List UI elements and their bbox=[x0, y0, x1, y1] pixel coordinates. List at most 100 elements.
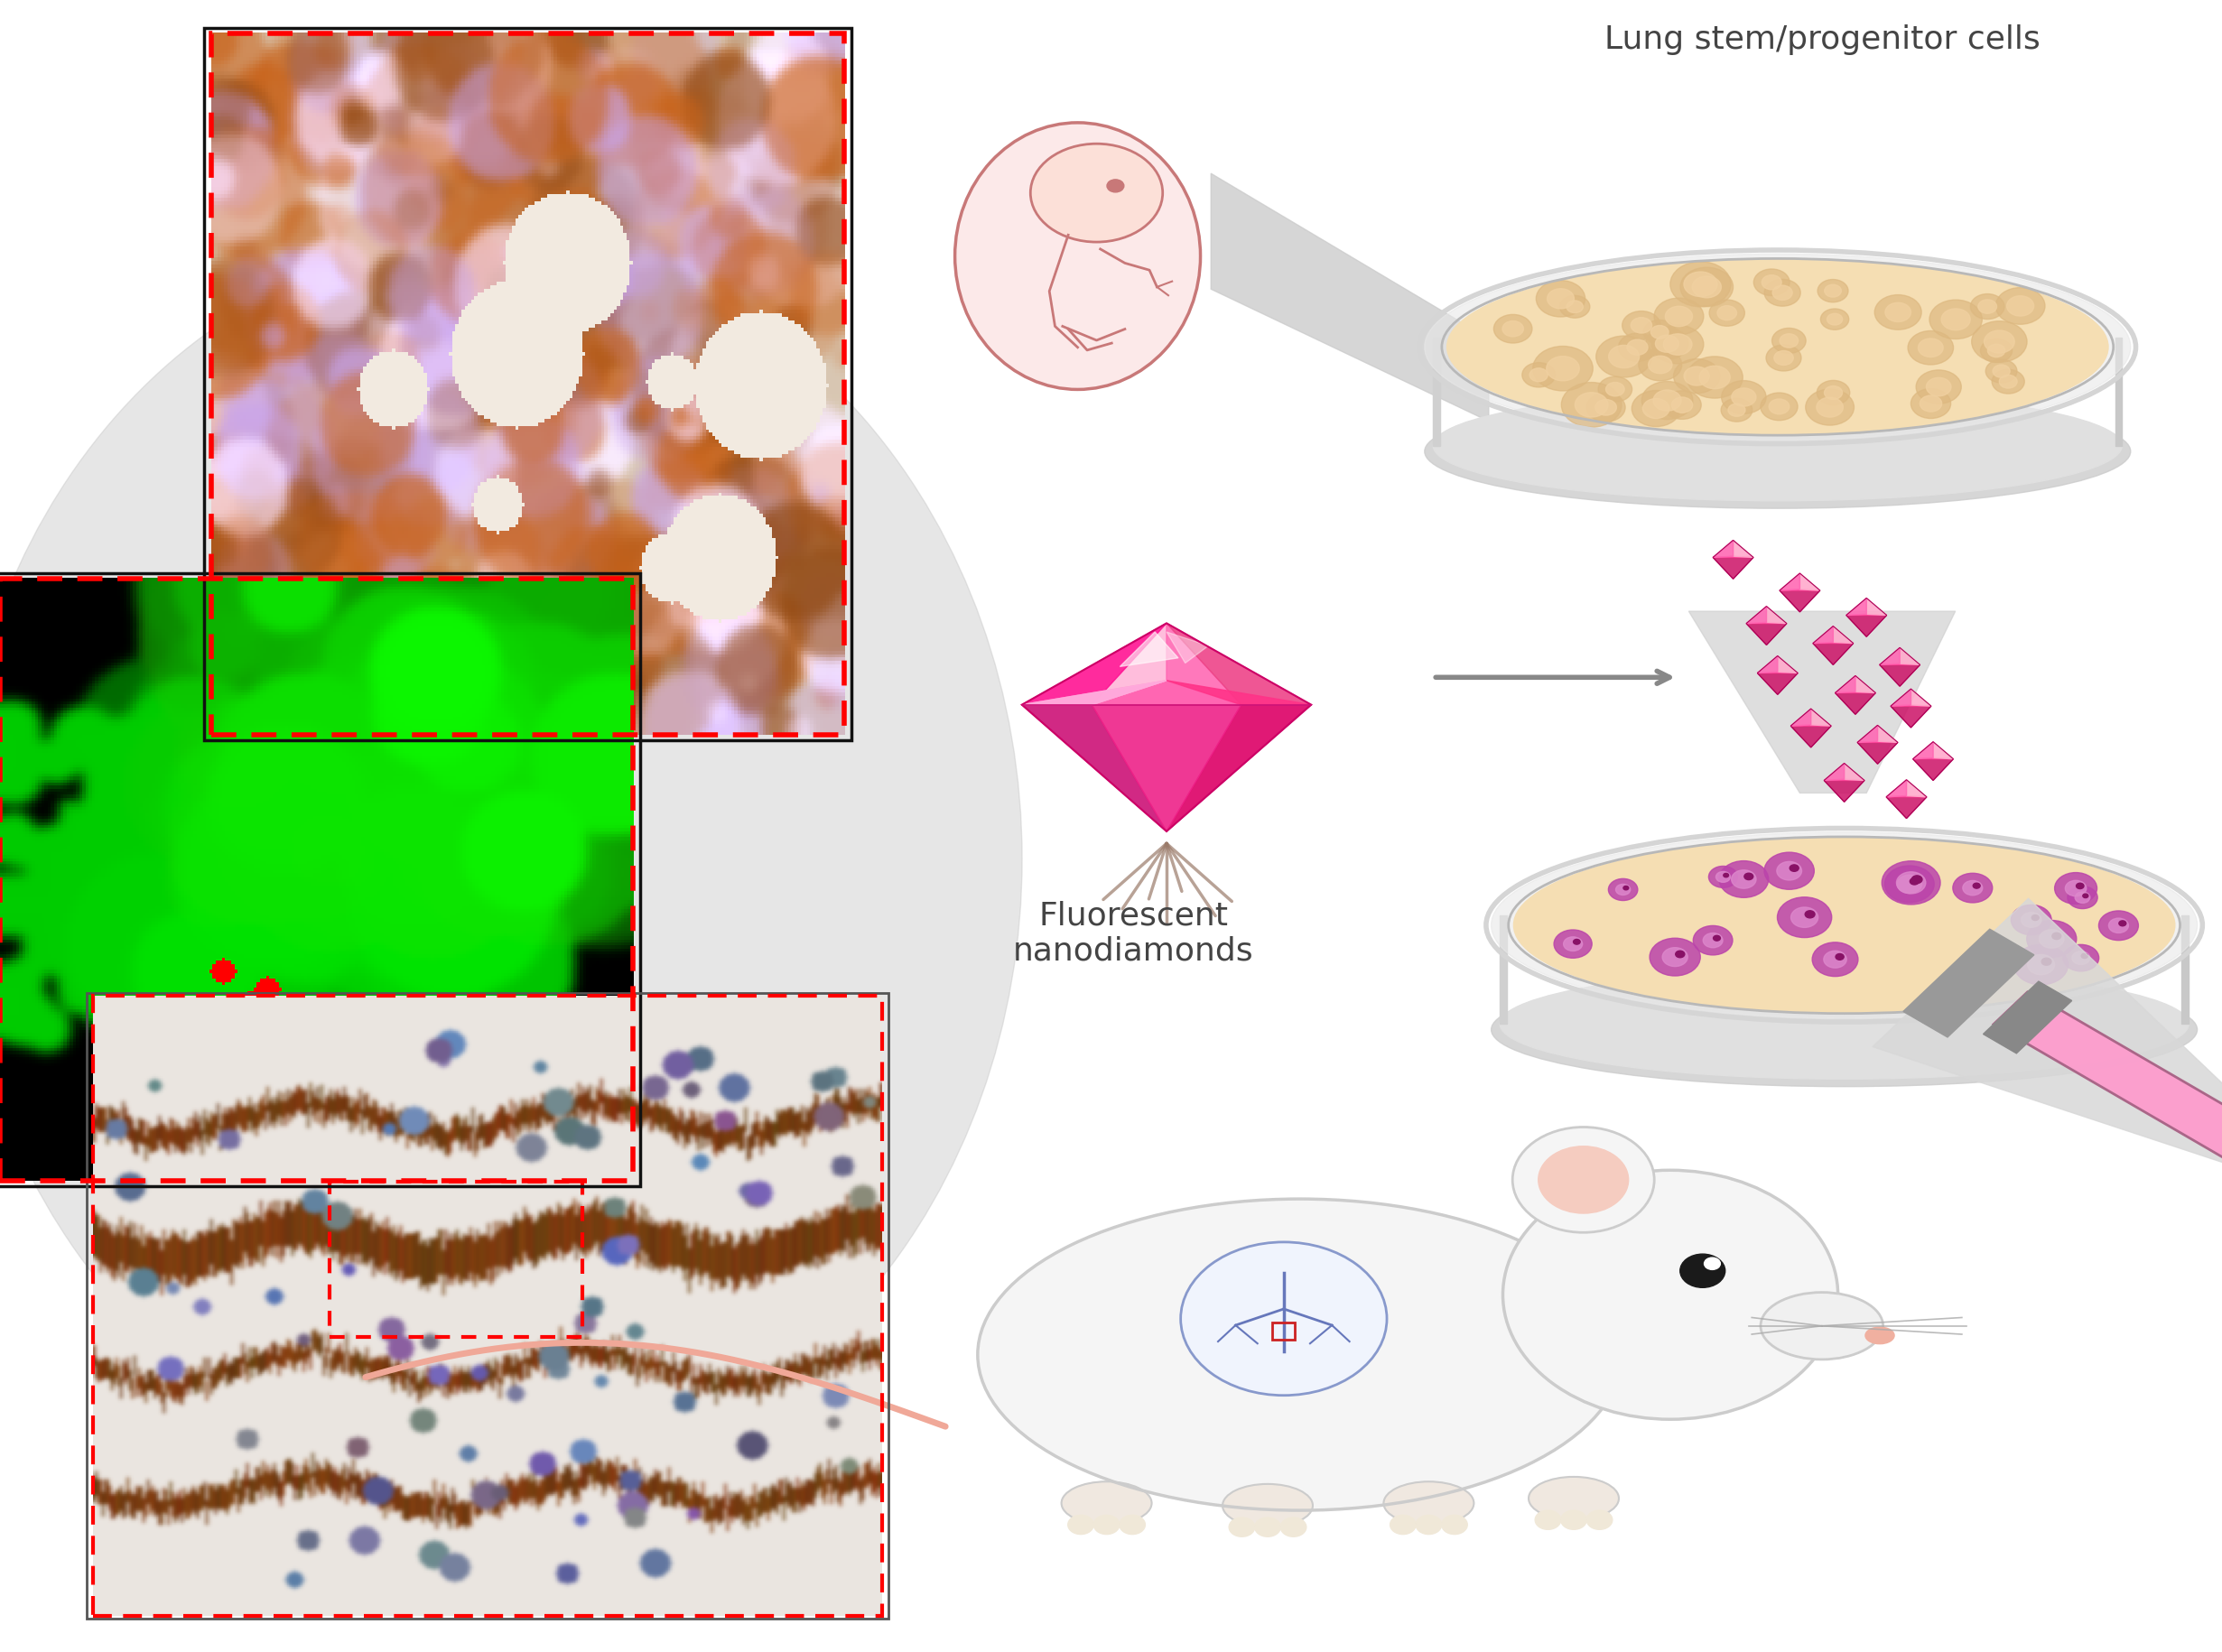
Ellipse shape bbox=[1500, 968, 2189, 1079]
Bar bbox=[329, 1183, 582, 1336]
Circle shape bbox=[2022, 912, 2042, 927]
Ellipse shape bbox=[1424, 395, 2131, 509]
Circle shape bbox=[1909, 330, 1953, 365]
Circle shape bbox=[1547, 289, 1573, 309]
Circle shape bbox=[1986, 360, 2018, 383]
Circle shape bbox=[1280, 1518, 1307, 1536]
Circle shape bbox=[1653, 297, 1704, 335]
Ellipse shape bbox=[1384, 1482, 1473, 1525]
Polygon shape bbox=[1791, 725, 1831, 747]
Polygon shape bbox=[1911, 689, 1931, 705]
Circle shape bbox=[1813, 942, 1858, 976]
Polygon shape bbox=[1433, 337, 1440, 446]
Circle shape bbox=[1771, 329, 1806, 354]
Circle shape bbox=[1615, 884, 1631, 895]
Circle shape bbox=[2082, 894, 2089, 897]
Ellipse shape bbox=[955, 122, 1200, 390]
Circle shape bbox=[1991, 370, 2024, 393]
Polygon shape bbox=[1835, 692, 1875, 714]
Circle shape bbox=[1720, 861, 1769, 897]
Circle shape bbox=[1911, 388, 1951, 418]
Circle shape bbox=[1824, 387, 1842, 400]
Circle shape bbox=[1631, 390, 1680, 426]
Polygon shape bbox=[1933, 742, 1953, 758]
Polygon shape bbox=[1746, 623, 1786, 644]
Ellipse shape bbox=[0, 240, 1022, 1479]
Circle shape bbox=[1562, 382, 1622, 428]
Circle shape bbox=[1567, 301, 1582, 312]
Circle shape bbox=[2075, 884, 2084, 889]
Polygon shape bbox=[1022, 705, 1167, 831]
Circle shape bbox=[1653, 390, 1682, 411]
Circle shape bbox=[1671, 396, 1693, 413]
Circle shape bbox=[1718, 306, 1738, 320]
Polygon shape bbox=[1906, 780, 1926, 796]
Circle shape bbox=[1120, 1515, 1144, 1535]
Ellipse shape bbox=[1513, 838, 2175, 1013]
Circle shape bbox=[1624, 885, 1629, 890]
Circle shape bbox=[1918, 339, 1944, 357]
Circle shape bbox=[2031, 915, 2040, 920]
Circle shape bbox=[1598, 377, 1631, 401]
Polygon shape bbox=[1689, 611, 1955, 793]
Ellipse shape bbox=[1451, 261, 2104, 433]
Circle shape bbox=[1731, 388, 1755, 406]
Circle shape bbox=[1538, 1146, 1629, 1213]
Polygon shape bbox=[1913, 758, 1953, 780]
Circle shape bbox=[1978, 299, 1998, 314]
Circle shape bbox=[1942, 309, 1971, 330]
Circle shape bbox=[1587, 1510, 1613, 1530]
Circle shape bbox=[1680, 1254, 1724, 1287]
Circle shape bbox=[1627, 340, 1649, 355]
Circle shape bbox=[2053, 933, 2062, 940]
Polygon shape bbox=[2115, 337, 2122, 446]
Circle shape bbox=[1573, 940, 1580, 945]
Polygon shape bbox=[1091, 623, 1167, 705]
Circle shape bbox=[1971, 294, 2004, 319]
Circle shape bbox=[2062, 945, 2100, 971]
Circle shape bbox=[1704, 1257, 1720, 1270]
Circle shape bbox=[1649, 938, 1700, 976]
Circle shape bbox=[1547, 357, 1580, 382]
Circle shape bbox=[2064, 881, 2086, 895]
Circle shape bbox=[1953, 874, 1993, 902]
Circle shape bbox=[1915, 370, 1962, 403]
Polygon shape bbox=[1022, 681, 1167, 705]
Circle shape bbox=[1671, 261, 1731, 307]
Circle shape bbox=[1535, 1510, 1560, 1530]
Circle shape bbox=[1753, 269, 1789, 296]
Polygon shape bbox=[1846, 615, 1886, 636]
Ellipse shape bbox=[1433, 390, 2122, 501]
Circle shape bbox=[1638, 349, 1682, 380]
Polygon shape bbox=[1913, 742, 1933, 758]
Polygon shape bbox=[1813, 626, 1833, 643]
Circle shape bbox=[1391, 1515, 1415, 1535]
Bar bbox=[1273, 1323, 1295, 1340]
Circle shape bbox=[1722, 398, 1753, 421]
Circle shape bbox=[1766, 345, 1802, 372]
Circle shape bbox=[1587, 393, 1624, 421]
Circle shape bbox=[1680, 268, 1733, 307]
Circle shape bbox=[1651, 325, 1669, 339]
Circle shape bbox=[1898, 876, 1922, 894]
Text: Fluorescent
nanodiamonds: Fluorescent nanodiamonds bbox=[1013, 900, 1253, 966]
Circle shape bbox=[1069, 1515, 1093, 1535]
Circle shape bbox=[1980, 339, 2013, 362]
Circle shape bbox=[2066, 887, 2098, 909]
Bar bbox=[0, 578, 633, 1181]
Ellipse shape bbox=[978, 1199, 1622, 1510]
Circle shape bbox=[1962, 881, 1982, 895]
Polygon shape bbox=[1813, 643, 1853, 664]
Circle shape bbox=[1895, 872, 1926, 894]
Circle shape bbox=[1764, 279, 1800, 306]
Circle shape bbox=[1442, 1515, 1467, 1535]
Polygon shape bbox=[1766, 606, 1786, 623]
Polygon shape bbox=[1866, 598, 1886, 615]
Polygon shape bbox=[1758, 672, 1798, 694]
Circle shape bbox=[1644, 320, 1675, 344]
Circle shape bbox=[2082, 953, 2089, 958]
Circle shape bbox=[1702, 933, 1722, 948]
Circle shape bbox=[1595, 335, 1651, 377]
Polygon shape bbox=[1824, 780, 1864, 801]
Polygon shape bbox=[1211, 173, 1489, 421]
